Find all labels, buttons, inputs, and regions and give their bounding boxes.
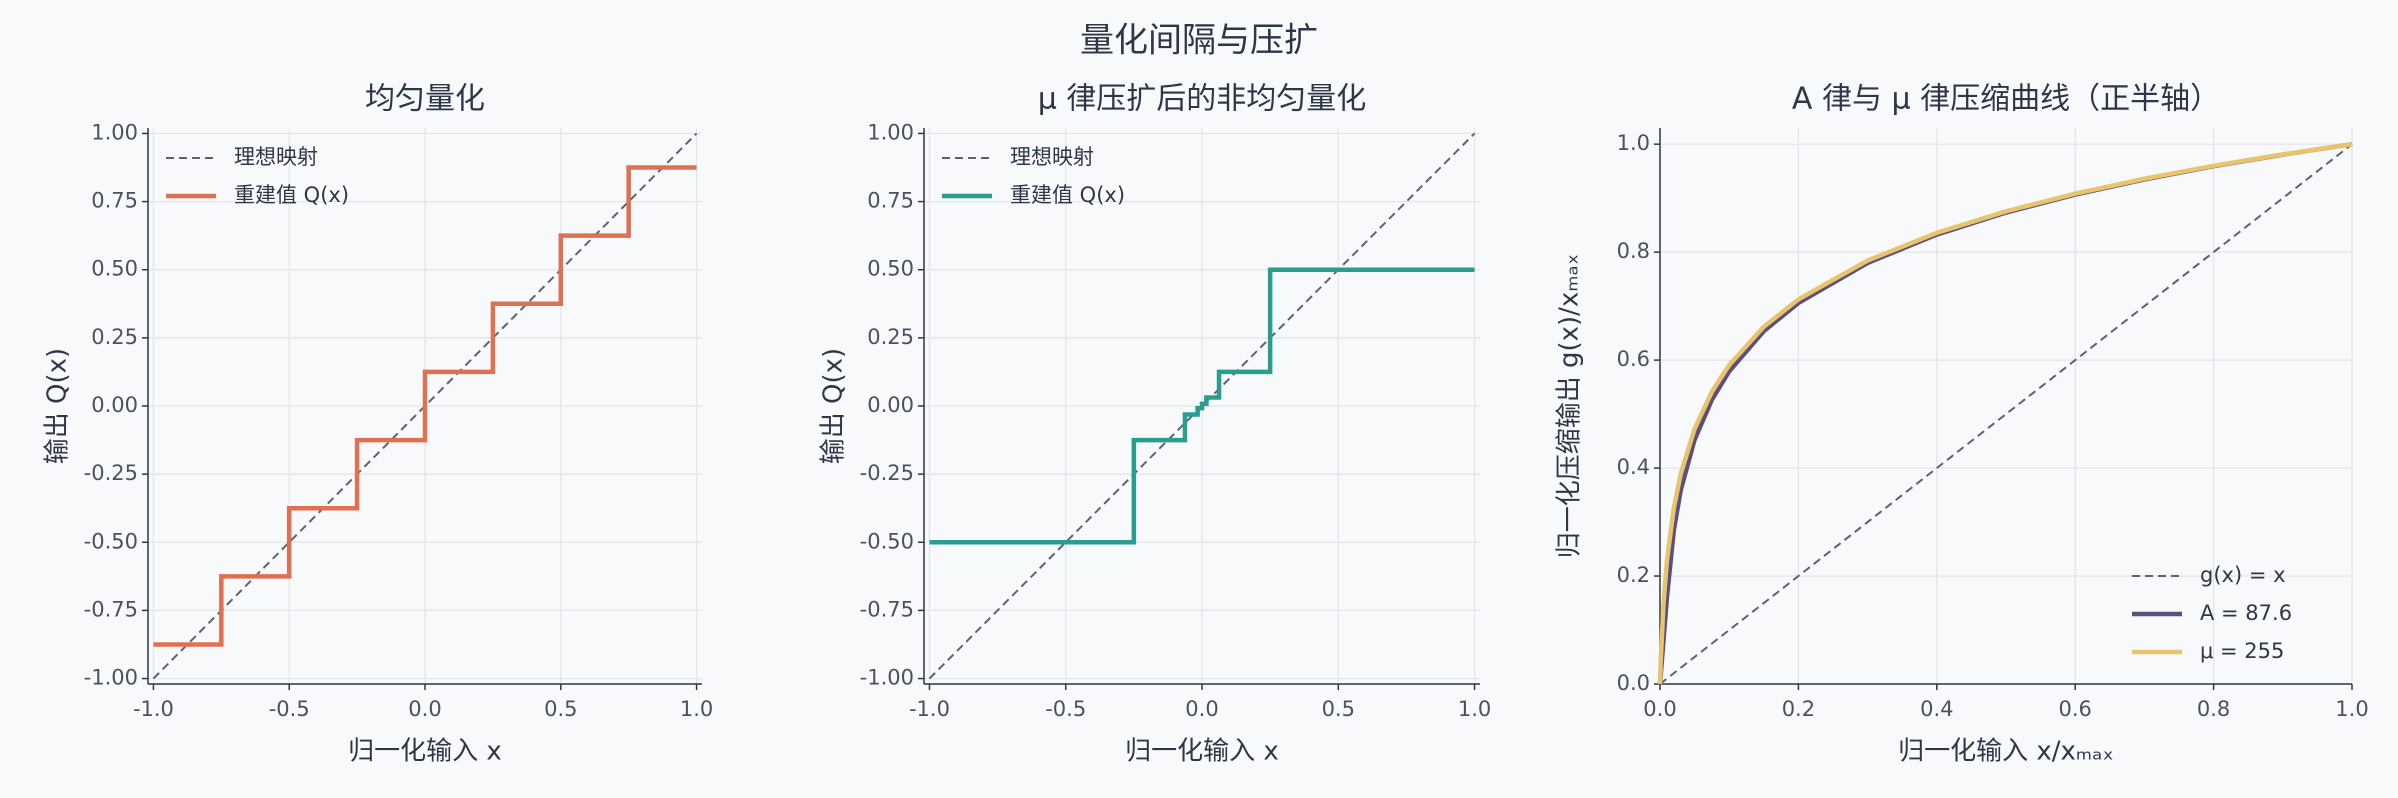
x-tick-label: 0.5	[1322, 697, 1355, 721]
series-line	[1659, 143, 2353, 685]
y-tick-label: 0.4	[1617, 455, 1650, 479]
x-tick-label: 0.0	[408, 697, 441, 721]
y-tick-label: 1.0	[1617, 131, 1650, 155]
x-tick-label: 1.0	[680, 697, 713, 721]
y-tick-label: 1.00	[867, 120, 914, 144]
y-tick-label: 0.75	[867, 189, 914, 213]
y-tick-label: 0.2	[1617, 563, 1650, 587]
x-tick-label: 0.6	[2058, 697, 2091, 721]
y-tick-label: 0.0	[1617, 671, 1650, 695]
x-axis-label: 归一化输入 x	[348, 737, 502, 767]
legend-label: μ = 255	[2200, 639, 2284, 663]
figure-title: 量化间隔与压扩	[1080, 21, 1318, 61]
y-tick-label: -0.25	[84, 461, 138, 485]
y-tick-label: 0.6	[1617, 347, 1650, 371]
legend-label: 重建值 Q(x)	[1010, 183, 1125, 207]
series-line	[153, 165, 697, 647]
y-tick-label: 0.50	[91, 257, 138, 281]
y-tick-label: 0.00	[867, 393, 914, 417]
y-tick-label: 0.50	[867, 257, 914, 281]
x-axis-label: 归一化输入 x/xₘₐₓ	[1898, 737, 2114, 767]
legend-label: 理想映射	[234, 145, 318, 169]
x-tick-label: 0.0	[1185, 697, 1218, 721]
y-tick-label: 0.25	[867, 325, 914, 349]
x-tick-label: 1.0	[1458, 697, 1491, 721]
y-tick-label: 0.25	[91, 325, 138, 349]
y-tick-label: -0.50	[860, 529, 914, 553]
y-tick-label: 0.8	[1617, 239, 1650, 263]
legend-label: 理想映射	[1010, 145, 1094, 169]
x-tick-label: -1.0	[133, 697, 174, 721]
subplot-title: 均匀量化	[365, 82, 485, 117]
series-line	[1657, 141, 2353, 685]
y-tick-label: -0.50	[84, 529, 138, 553]
x-tick-label: 1.0	[2335, 697, 2368, 721]
y-axis-label: 输出 Q(x)	[43, 348, 73, 464]
series-line	[928, 132, 1476, 680]
x-axis-label: 归一化输入 x	[1125, 737, 1279, 767]
y-tick-label: -0.25	[860, 461, 914, 485]
x-tick-label: 0.2	[1782, 697, 1815, 721]
y-axis-label: 输出 Q(x)	[819, 348, 849, 464]
y-tick-label: -0.75	[860, 597, 914, 621]
y-tick-label: 0.00	[91, 393, 138, 417]
y-axis-label: 归一化压缩输出 g(x)/xₘₐₓ	[1555, 254, 1585, 559]
x-tick-label: 0.0	[1643, 697, 1676, 721]
y-tick-label: 0.75	[91, 189, 138, 213]
x-tick-label: -0.5	[1045, 697, 1086, 721]
x-tick-label: -0.5	[269, 697, 310, 721]
legend-label: A = 87.6	[2200, 601, 2292, 625]
series-line	[929, 267, 1475, 545]
y-tick-label: 1.00	[91, 120, 138, 144]
y-tick-label: -1.00	[860, 666, 914, 690]
subplot-title: A 律与 μ 律压缩曲线（正半轴）	[1792, 82, 2220, 117]
x-tick-label: 0.4	[1920, 697, 1953, 721]
y-tick-label: -0.75	[84, 597, 138, 621]
legend-label: g(x) = x	[2200, 563, 2286, 587]
y-tick-label: -1.00	[84, 666, 138, 690]
legend-label: 重建值 Q(x)	[234, 183, 349, 207]
x-tick-label: -1.0	[909, 697, 950, 721]
x-tick-label: 0.8	[2197, 697, 2230, 721]
subplot-title: μ 律压扩后的非均匀量化	[1038, 82, 1367, 117]
x-tick-label: 0.5	[544, 697, 577, 721]
